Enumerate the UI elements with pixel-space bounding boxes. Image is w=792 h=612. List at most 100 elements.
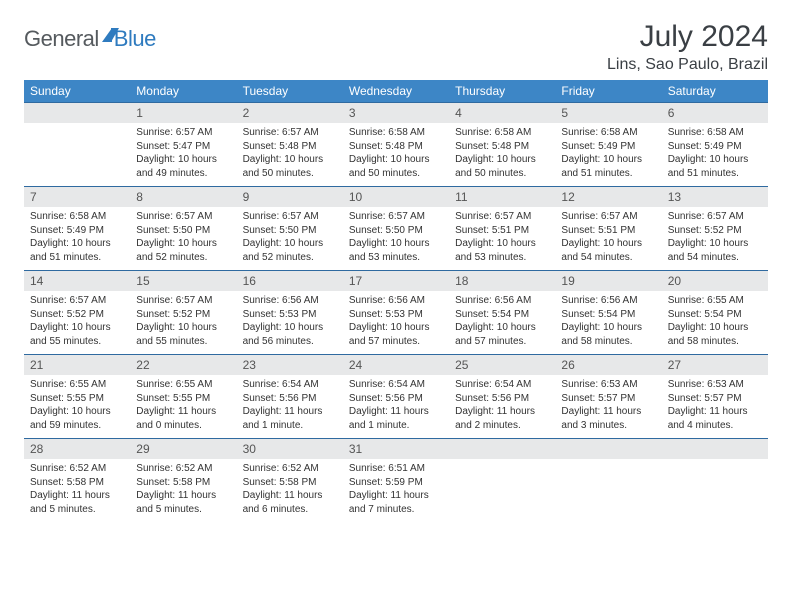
- daylight1-text: Daylight: 10 hours: [349, 153, 443, 167]
- day-header: Monday: [130, 80, 236, 103]
- day-detail: [662, 459, 768, 522]
- sunrise-text: Sunrise: 6:52 AM: [243, 462, 337, 476]
- day-number: [555, 439, 661, 459]
- sunset-text: Sunset: 5:49 PM: [668, 140, 762, 154]
- daylight2-text: and 3 minutes.: [561, 419, 655, 433]
- day-detail: Sunrise: 6:57 AMSunset: 5:50 PMDaylight:…: [130, 207, 236, 271]
- sunrise-text: Sunrise: 6:53 AM: [668, 378, 762, 392]
- daylight1-text: Daylight: 10 hours: [349, 237, 443, 251]
- sunset-text: Sunset: 5:58 PM: [136, 476, 230, 490]
- daylight1-text: Daylight: 11 hours: [349, 405, 443, 419]
- header: General Blue July 2024 Lins, Sao Paulo, …: [24, 20, 768, 74]
- sunset-text: Sunset: 5:53 PM: [349, 308, 443, 322]
- day-detail: Sunrise: 6:52 AMSunset: 5:58 PMDaylight:…: [130, 459, 236, 522]
- day-header: Friday: [555, 80, 661, 103]
- day-detail: Sunrise: 6:57 AMSunset: 5:47 PMDaylight:…: [130, 123, 236, 187]
- day-number: 14: [24, 271, 130, 291]
- sunset-text: Sunset: 5:52 PM: [30, 308, 124, 322]
- logo-sail-icon: [102, 28, 112, 42]
- daylight2-text: and 51 minutes.: [561, 167, 655, 181]
- daylight2-text: and 52 minutes.: [243, 251, 337, 265]
- day-detail: Sunrise: 6:58 AMSunset: 5:49 PMDaylight:…: [555, 123, 661, 187]
- daylight1-text: Daylight: 10 hours: [561, 321, 655, 335]
- daylight1-text: Daylight: 10 hours: [243, 237, 337, 251]
- sunset-text: Sunset: 5:57 PM: [561, 392, 655, 406]
- daylight1-text: Daylight: 10 hours: [136, 153, 230, 167]
- day-number: 31: [343, 439, 449, 459]
- calendar-table: SundayMondayTuesdayWednesdayThursdayFrid…: [24, 80, 768, 522]
- sunrise-text: Sunrise: 6:56 AM: [455, 294, 549, 308]
- day-number: [662, 439, 768, 459]
- day-number-row: 123456: [24, 103, 768, 123]
- sunset-text: Sunset: 5:48 PM: [243, 140, 337, 154]
- daylight1-text: Daylight: 10 hours: [30, 321, 124, 335]
- daylight2-text: and 58 minutes.: [561, 335, 655, 349]
- sunrise-text: Sunrise: 6:57 AM: [136, 210, 230, 224]
- daylight2-text: and 1 minute.: [243, 419, 337, 433]
- day-detail: Sunrise: 6:57 AMSunset: 5:51 PMDaylight:…: [449, 207, 555, 271]
- day-detail-row: Sunrise: 6:58 AMSunset: 5:49 PMDaylight:…: [24, 207, 768, 271]
- daylight1-text: Daylight: 10 hours: [243, 153, 337, 167]
- sunrise-text: Sunrise: 6:57 AM: [561, 210, 655, 224]
- sunrise-text: Sunrise: 6:57 AM: [136, 126, 230, 140]
- day-number: 20: [662, 271, 768, 291]
- daylight2-text: and 55 minutes.: [136, 335, 230, 349]
- day-number-row: 21222324252627: [24, 355, 768, 375]
- day-detail: [449, 459, 555, 522]
- sunset-text: Sunset: 5:58 PM: [30, 476, 124, 490]
- daylight1-text: Daylight: 11 hours: [349, 489, 443, 503]
- day-number: 15: [130, 271, 236, 291]
- day-detail-row: Sunrise: 6:57 AMSunset: 5:47 PMDaylight:…: [24, 123, 768, 187]
- sunrise-text: Sunrise: 6:52 AM: [30, 462, 124, 476]
- logo-text-general: General: [24, 26, 99, 52]
- sunset-text: Sunset: 5:59 PM: [349, 476, 443, 490]
- day-detail: Sunrise: 6:53 AMSunset: 5:57 PMDaylight:…: [555, 375, 661, 439]
- day-number-row: 14151617181920: [24, 271, 768, 291]
- day-number: 12: [555, 187, 661, 207]
- daylight1-text: Daylight: 10 hours: [668, 153, 762, 167]
- daylight2-text: and 51 minutes.: [30, 251, 124, 265]
- sunset-text: Sunset: 5:49 PM: [561, 140, 655, 154]
- sunset-text: Sunset: 5:49 PM: [30, 224, 124, 238]
- daylight1-text: Daylight: 10 hours: [561, 153, 655, 167]
- daylight2-text: and 50 minutes.: [243, 167, 337, 181]
- day-detail: Sunrise: 6:58 AMSunset: 5:49 PMDaylight:…: [24, 207, 130, 271]
- day-detail-row: Sunrise: 6:57 AMSunset: 5:52 PMDaylight:…: [24, 291, 768, 355]
- day-number: 30: [237, 439, 343, 459]
- sunset-text: Sunset: 5:50 PM: [349, 224, 443, 238]
- sunset-text: Sunset: 5:57 PM: [668, 392, 762, 406]
- sunrise-text: Sunrise: 6:58 AM: [455, 126, 549, 140]
- day-number: 21: [24, 355, 130, 375]
- logo: General Blue: [24, 26, 156, 52]
- day-detail-row: Sunrise: 6:55 AMSunset: 5:55 PMDaylight:…: [24, 375, 768, 439]
- day-detail: Sunrise: 6:55 AMSunset: 5:55 PMDaylight:…: [130, 375, 236, 439]
- day-header: Wednesday: [343, 80, 449, 103]
- daylight1-text: Daylight: 11 hours: [243, 489, 337, 503]
- sunrise-text: Sunrise: 6:56 AM: [561, 294, 655, 308]
- day-number: 26: [555, 355, 661, 375]
- daylight1-text: Daylight: 11 hours: [136, 489, 230, 503]
- daylight1-text: Daylight: 10 hours: [136, 237, 230, 251]
- sunset-text: Sunset: 5:51 PM: [561, 224, 655, 238]
- sunrise-text: Sunrise: 6:54 AM: [349, 378, 443, 392]
- day-detail: Sunrise: 6:54 AMSunset: 5:56 PMDaylight:…: [449, 375, 555, 439]
- daylight2-text: and 0 minutes.: [136, 419, 230, 433]
- sunrise-text: Sunrise: 6:58 AM: [349, 126, 443, 140]
- sunrise-text: Sunrise: 6:57 AM: [349, 210, 443, 224]
- sunrise-text: Sunrise: 6:57 AM: [243, 126, 337, 140]
- daylight2-text: and 53 minutes.: [349, 251, 443, 265]
- day-detail: Sunrise: 6:57 AMSunset: 5:52 PMDaylight:…: [130, 291, 236, 355]
- day-detail: Sunrise: 6:55 AMSunset: 5:55 PMDaylight:…: [24, 375, 130, 439]
- day-number: 25: [449, 355, 555, 375]
- day-detail: Sunrise: 6:57 AMSunset: 5:52 PMDaylight:…: [662, 207, 768, 271]
- day-number: 24: [343, 355, 449, 375]
- sunset-text: Sunset: 5:48 PM: [455, 140, 549, 154]
- sunrise-text: Sunrise: 6:54 AM: [243, 378, 337, 392]
- sunrise-text: Sunrise: 6:57 AM: [136, 294, 230, 308]
- sunrise-text: Sunrise: 6:57 AM: [30, 294, 124, 308]
- sunrise-text: Sunrise: 6:57 AM: [668, 210, 762, 224]
- daylight2-text: and 53 minutes.: [455, 251, 549, 265]
- daylight1-text: Daylight: 10 hours: [30, 237, 124, 251]
- day-detail: Sunrise: 6:52 AMSunset: 5:58 PMDaylight:…: [24, 459, 130, 522]
- sunset-text: Sunset: 5:50 PM: [136, 224, 230, 238]
